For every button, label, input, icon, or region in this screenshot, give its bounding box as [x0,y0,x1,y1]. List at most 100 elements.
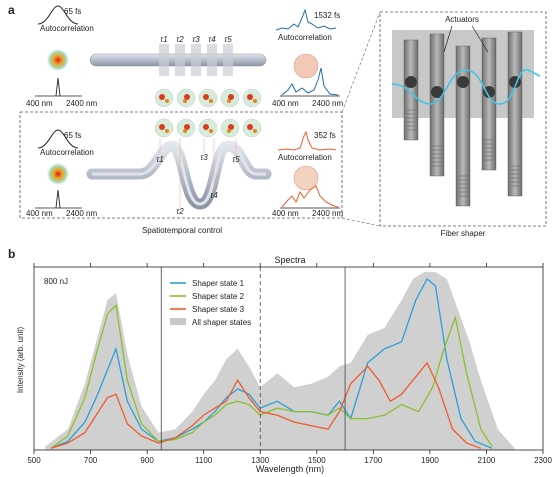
x-tick-label: 1700 [364,456,382,465]
actuators-pointer-1 [443,25,453,53]
energy-label: 800 nJ [44,277,68,286]
actuator-rod [429,33,445,177]
top-input-spectrum [55,77,61,97]
actuator-rod [481,37,497,171]
bottom-output-autocorr-label: Autocorrelation [278,153,332,162]
actuator-tip [483,86,495,98]
top-mode-lobe [159,94,165,100]
top-output-lambda-start: 400 nm [272,99,299,108]
top-mode-patterns [154,88,262,108]
bottom-input-autocorr-curve [37,129,79,149]
top-input-beam-spot [46,48,70,72]
bottom-input-lambda-end: 2400 nm [66,209,97,218]
x-tick-label: 1500 [308,456,326,465]
actuator-rod [507,31,523,197]
top-mode-lobe [253,99,257,103]
top-output-autocorr-label: Autocorrelation [278,33,332,42]
bottom-mode-lobe [159,124,165,130]
top-tau-label: τ3 [192,35,200,44]
bottom-mode-lobe [247,124,253,130]
top-mode-lobe [184,94,190,100]
series-all-states-area [45,272,515,450]
top-tau-label: τ1 [160,35,167,44]
actuator-rod [403,39,419,141]
top-tau-label: τ5 [224,35,232,44]
top-clamp [159,44,169,76]
spatiotemporal-box [19,111,343,219]
bottom-input-beam-spot [46,162,70,186]
top-tau-label: τ2 [176,35,184,44]
top-mode-lobe [227,99,231,103]
bottom-input-pulse-width: 65 fs [64,131,81,140]
top-clamp [207,44,217,76]
actuator-tip [431,86,443,98]
legend-label: Shaper state 3 [192,305,245,314]
y-axis-label: Intensity (arb. unit) [16,327,25,394]
series-line-3 [50,361,482,449]
top-clamp [223,44,233,76]
x-axis-label: Wavelength (nm) [256,464,324,474]
bottom-output-lambda-end: 2400 nm [312,209,343,218]
x-tick-label: 1900 [421,456,439,465]
top-output-beam-spot [293,53,319,79]
bottom-tau-label: τ4 [210,191,218,200]
top-mode-lobe [183,99,187,103]
top-clamp [175,44,185,76]
x-tick-label: 1300 [251,456,269,465]
bottom-output-spectrum [281,185,339,208]
bottom-mode-lobe [228,124,234,130]
bottom-output-pulse-width: 352 fs [314,131,336,140]
actuator-tip [457,76,469,88]
bottom-output-autocorr-curve [277,130,337,151]
bottom-fiber-group: τ1 τ2 τ3 τ4 τ5 [86,138,272,216]
chart-frame [33,266,544,451]
shaper-fiber [391,69,541,105]
actuator-tip [405,76,417,88]
top-input-autocorr-curve [37,5,79,25]
bottom-mode-lobe [227,129,231,133]
bottom-output: 352 fs Autocorrelation 400 nm 2400 nm [272,130,343,218]
x-tick-label: 900 [140,456,154,465]
actuators-pointer-2 [471,25,489,53]
top-output-lambda-end: 2400 nm [312,99,343,108]
top-input: 65 fs Autocorrelation 400 nm 2400 nm [26,5,97,108]
bottom-tau-label: τ2 [176,207,184,216]
top-mode-lobe [228,94,234,100]
top-output-pulse-width: 1532 fs [314,11,340,20]
top-tau-label: τ4 [208,35,216,44]
bottom-mode-patterns [154,118,262,138]
fiber-shaper-illustration: Actuators [391,15,541,207]
top-clamp [191,44,201,76]
top-mode-lobe [203,94,209,100]
panel-a-label: a [8,3,15,17]
spectra-chart: 500 700 900 1100 1300 1500 1700 1900 2100 2300 Sh… [27,263,552,465]
legend-label: Shaper state 1 [192,279,245,288]
top-input-pulse-width: 65 fs [64,7,81,16]
bottom-mode-lobe [184,124,190,130]
top-mode-lobe [247,94,253,100]
chart-title: Spectra [274,255,305,265]
caption-spatiotemporal: Spatiotemporal control [142,226,222,235]
x-tick-label: 1100 [195,456,213,465]
bottom-input: 65 fs Autocorrelation 400 nm 2400 nm [26,129,97,218]
bottom-mode-lobe [165,129,169,133]
actuators-label: Actuators [445,15,479,24]
legend-label: Shaper state 2 [192,292,245,301]
legend-swatch [170,318,186,325]
bottom-mode-lobe [183,129,187,133]
x-tick-label: 2100 [478,456,496,465]
top-output-spectrum [281,67,339,96]
bottom-tau-label: τ3 [200,153,208,162]
bottom-input-spectrum [55,189,61,209]
bottom-input-autocorr-label: Autocorrelation [40,148,94,157]
connector-line-top [341,11,381,113]
top-input-lambda-start: 400 nm [26,99,53,108]
top-output-autocorr-curve [275,8,337,31]
top-mode-lobe [165,99,169,103]
bottom-fiber-outline [92,144,266,206]
connector-line-bottom [341,217,381,227]
panel-b-label: b [8,247,15,261]
bottom-tau-label: τ5 [232,155,240,164]
